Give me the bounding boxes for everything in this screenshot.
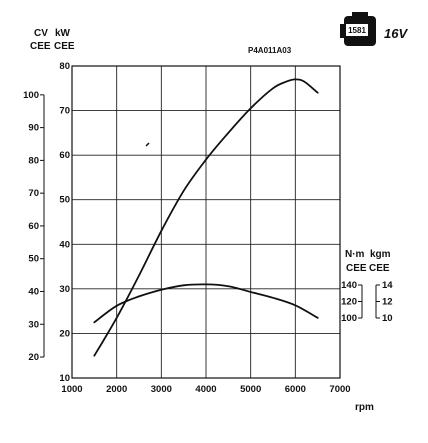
kgm-tick-label: 10 [382,313,393,324]
engine-code: 1581 [348,26,366,35]
x-tick-label: 1000 [61,384,82,395]
kw-tick-label: 60 [59,150,70,161]
kw-tick-label: 80 [59,61,70,72]
valves-label: 16V [384,26,408,41]
x-axis-title: rpm [355,402,374,413]
cv-tick-label: 80 [28,155,39,166]
stray-mark [145,142,150,147]
cv-std-label: CEE [30,41,51,52]
figure-code: P4A011A03 [248,46,292,55]
kw-tick-label: 70 [59,106,70,117]
kgm-std-label: CEE [369,263,390,274]
kw-tick-label: 30 [59,284,70,295]
power-curve [93,78,319,357]
kgm-unit-label: kgm [370,249,391,260]
cv-tick-label: 30 [28,319,39,330]
x-tick-label: 5000 [240,384,261,395]
x-tick-label: 4000 [195,384,216,395]
kgm-tick-label: 14 [382,280,393,291]
chart-grid [72,66,340,378]
kw-tick-label: 50 [59,195,70,206]
nm-tick-label: 100 [341,313,357,324]
nm-tick-label: 140 [341,280,357,291]
torque-curve [93,283,319,324]
x-tick-label: 7000 [329,384,350,395]
engine-badge: 1581 16V [340,12,408,46]
x-tick-label: 2000 [106,384,127,395]
cv-tick-label: 50 [28,254,39,265]
chart-labels: 1000 2000 3000 4000 5000 6000 7000 10 20 30 40 50 60… [23,61,393,395]
kw-tick-label: 10 [59,373,70,384]
x-tick-label: 6000 [285,384,306,395]
kw-tick-label: 20 [59,328,70,339]
cv-tick-label: 100 [23,90,39,101]
chart-axes [40,65,380,379]
kw-unit-label: kW [55,28,71,39]
cv-unit-label: CV [34,28,48,39]
engine-code-box [346,24,368,36]
nm-tick-label: 120 [341,297,357,308]
kw-tick-label: 40 [59,239,70,250]
kgm-tick-label: 12 [382,297,393,308]
plot-frame [71,65,341,379]
cv-tick-label: 70 [28,188,39,199]
cv-tick-label: 40 [28,286,39,297]
cv-tick-label: 90 [28,123,39,134]
x-tick-label: 3000 [151,384,172,395]
engine-icon-detail [340,24,346,38]
nm-std-label: CEE [346,263,367,274]
chart-curves [93,78,319,357]
nm-unit-label: N·m [345,249,365,260]
cv-tick-label: 20 [28,352,39,363]
engine-icon-detail [352,12,368,18]
cv-tick-label: 60 [28,221,39,232]
kw-std-label: CEE [54,41,75,52]
